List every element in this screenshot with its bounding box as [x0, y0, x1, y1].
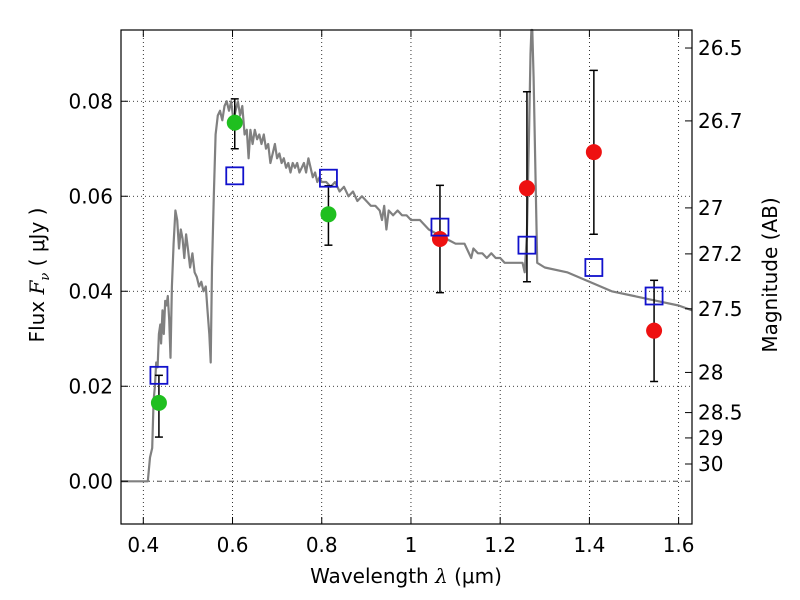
model-flux-square	[430, 217, 450, 237]
model-flux-square	[644, 286, 664, 306]
model-flux-square	[584, 258, 604, 277]
green-data-point	[150, 394, 167, 411]
right-tick-label: 30	[698, 452, 723, 476]
y-tick-label: 0.06	[68, 184, 113, 208]
x-tick-label: 1.6	[663, 533, 695, 557]
right-tick-label: 28	[698, 360, 723, 384]
right-tick-label: 26.5	[698, 36, 743, 60]
y-tick-label: 0.00	[68, 469, 113, 493]
green-data-point	[226, 114, 243, 131]
y-tick-label: 0.02	[68, 374, 113, 398]
x-tick-label: 1.4	[573, 533, 605, 557]
red-data-point	[585, 144, 602, 161]
red-data-point	[646, 322, 663, 339]
y-tick-label: 0.08	[68, 89, 113, 113]
right-tick-label: 26.7	[698, 109, 743, 133]
axis-ticks	[121, 30, 692, 524]
model-flux-square	[517, 235, 537, 255]
green-data-point	[320, 206, 337, 223]
right-tick-label: 27.2	[698, 242, 743, 266]
red-data-point	[431, 231, 448, 247]
data-markers	[149, 114, 664, 411]
model-spectrum	[121, 28, 693, 483]
x-tick-label: 0.8	[306, 533, 338, 557]
model-flux-square	[225, 166, 245, 186]
x-axis-label: Wavelength λ (μm)	[310, 564, 502, 588]
right-tick-label: 28.5	[698, 401, 743, 425]
x-tick-label: 0.4	[127, 533, 159, 557]
grid-lines	[121, 30, 692, 524]
red-data-point	[518, 180, 535, 197]
right-tick-label: 27	[698, 196, 723, 220]
y-tick-label: 0.04	[68, 279, 113, 303]
tick-labels: 0.4 0.6 0.8 1 1.2 1.4 1.6 0.00 0.02 0.04 0.06 0.08 2…	[68, 36, 742, 557]
x-tick-label: 0.6	[217, 533, 249, 557]
y-axis-label: Flux Fν ( μJy )	[25, 208, 53, 343]
model-flux-square	[319, 168, 338, 188]
model-spectrum-line	[121, 28, 693, 483]
right-axis-label: Magnitude (AB)	[758, 197, 782, 352]
model-flux-square	[149, 365, 169, 385]
plot-frame	[120, 29, 693, 525]
right-tick-label: 29	[698, 426, 723, 450]
right-tick-label: 27.5	[698, 297, 743, 321]
x-tick-label: 1	[405, 533, 418, 557]
x-tick-label: 1.2	[484, 533, 516, 557]
